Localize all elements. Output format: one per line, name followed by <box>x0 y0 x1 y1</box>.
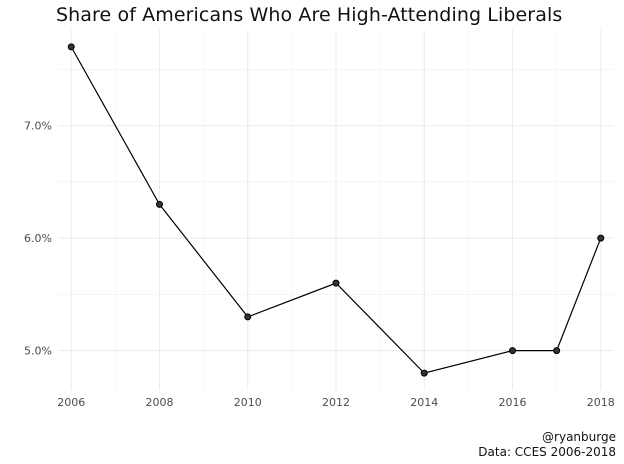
data-point <box>509 347 517 355</box>
y-tick-label: 7.0% <box>24 120 52 133</box>
data-point <box>67 43 75 51</box>
y-axis-ticks: 5.0% 6.0% 7.0% <box>24 120 52 358</box>
x-tick-label: 2016 <box>499 396 527 409</box>
caption-source: Data: CCES 2006-2018 <box>478 445 616 459</box>
x-tick-label: 2012 <box>322 396 350 409</box>
data-point <box>597 234 605 242</box>
x-tick-label: 2010 <box>234 396 262 409</box>
data-point <box>244 313 252 321</box>
caption-author: @ryanburge <box>542 430 616 444</box>
series-line-layer <box>70 46 602 374</box>
x-tick-label: 2014 <box>410 396 438 409</box>
chart-title: Share of Americans Who Are High-Attendin… <box>56 4 563 26</box>
data-point <box>420 369 428 377</box>
x-tick-label: 2006 <box>57 396 85 409</box>
data-point <box>553 347 561 355</box>
y-tick-label: 6.0% <box>24 232 52 245</box>
data-points <box>67 43 605 377</box>
x-tick-label: 2018 <box>587 396 615 409</box>
x-axis-ticks: 2006 2008 2010 2012 2014 2016 2018 <box>57 396 615 409</box>
y-tick-label: 5.0% <box>24 345 52 358</box>
data-point <box>155 200 163 208</box>
x-tick-label: 2008 <box>145 396 173 409</box>
series-line <box>70 46 602 374</box>
grid-lines <box>58 30 614 390</box>
data-point <box>332 279 340 287</box>
